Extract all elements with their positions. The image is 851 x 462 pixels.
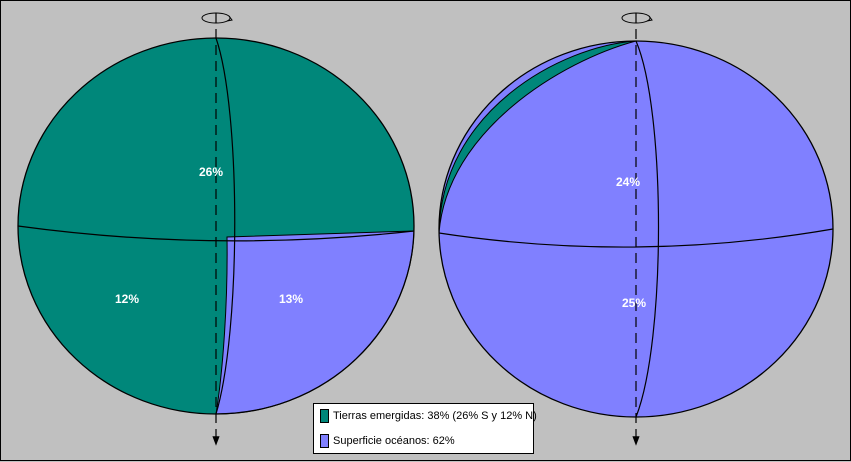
right-north-ocean-percent: 24%: [615, 175, 641, 189]
right-rotation-arrow-icon: [621, 12, 653, 24]
left-south-land-percent: 12%: [114, 292, 140, 306]
legend: Tierras emergidas: 38% (26% S y 12% N) S…: [313, 403, 537, 454]
legend-label-land: Tierras emergidas: 38% (26% S y 12% N): [333, 410, 537, 422]
right-south-ocean-percent: 25%: [621, 296, 647, 310]
left-globe: [17, 12, 415, 446]
left-globe-ocean-sector: [215, 230, 415, 415]
legend-swatch-land: [320, 409, 329, 423]
legend-item-land: Tierras emergidas: 38% (26% S y 12% N): [320, 409, 537, 423]
left-south-ocean-percent: 13%: [278, 292, 304, 306]
right-globe: [438, 12, 834, 446]
right-globe-meridian: [635, 40, 660, 418]
legend-label-ocean: Superficie océanos: 62%: [333, 435, 455, 447]
left-north-land-percent: 26%: [198, 165, 224, 179]
legend-swatch-ocean: [320, 434, 329, 448]
legend-item-ocean: Superficie océanos: 62%: [320, 434, 455, 448]
left-rotation-arrow-icon: [201, 12, 233, 24]
right-globe-equator: [438, 228, 834, 248]
left-globe-meridian: [215, 37, 236, 415]
